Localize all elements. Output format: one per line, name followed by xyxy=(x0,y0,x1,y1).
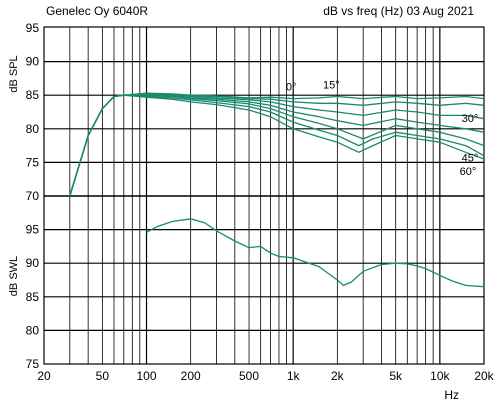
x-tick-label: 20k xyxy=(474,369,494,383)
chart-title: Genelec Oy 6040R xyxy=(46,4,149,18)
series-line xyxy=(69,94,485,197)
chart-subtitle: dB vs freq (Hz) 03 Aug 2021 xyxy=(323,4,474,18)
x-tick-label: 1k xyxy=(287,369,301,383)
x-tick-label: 20 xyxy=(37,369,51,383)
y-tick-label-spl: 85 xyxy=(26,88,40,102)
series-line xyxy=(146,218,485,288)
x-tick-label: 200 xyxy=(181,369,201,383)
y-tick-label-spl: 75 xyxy=(26,155,40,169)
x-tick-label: 10k xyxy=(430,369,450,383)
y-tick-label-swl: 85 xyxy=(26,290,40,304)
y-tick-label-swl: 75 xyxy=(26,357,40,371)
x-tick-label: 2k xyxy=(331,369,345,383)
series-label: 45° xyxy=(462,153,479,165)
y-tick-label-spl: 90 xyxy=(26,55,40,69)
x-tick-label: 5k xyxy=(389,369,403,383)
y-tick-label-spl: 80 xyxy=(26,122,40,136)
x-tick-label: 100 xyxy=(136,369,156,383)
y-tick-label-swl: 80 xyxy=(26,323,40,337)
series-label: 30° xyxy=(462,113,479,125)
y-tick-label-swl: 90 xyxy=(26,256,40,270)
series-label: 60° xyxy=(460,166,477,178)
y-tick-label-spl: 70 xyxy=(26,189,40,203)
y-tick-label-spl: 95 xyxy=(26,21,40,35)
x-tick-label: 500 xyxy=(239,369,259,383)
x-tick-label: 50 xyxy=(96,369,110,383)
y-tick-label-swl: 95 xyxy=(26,223,40,237)
series-label: 0° xyxy=(286,82,297,94)
x-axis-label: Hz xyxy=(444,388,459,402)
series-label: 15° xyxy=(323,79,340,91)
